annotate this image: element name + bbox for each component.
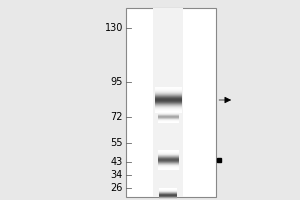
Bar (154, 107, 182, 108)
Bar (158, 151, 178, 152)
Text: 72: 72 (110, 112, 123, 122)
Bar (154, 108, 182, 109)
Bar (154, 101, 182, 102)
Bar (154, 95, 182, 96)
Text: 34: 34 (111, 170, 123, 180)
Bar (154, 106, 182, 107)
Bar (126, 8, 216, 197)
Bar (158, 163, 178, 164)
Bar (154, 89, 182, 90)
Bar (154, 100, 182, 101)
Bar (154, 105, 182, 106)
Bar (154, 90, 182, 91)
Text: 43: 43 (111, 157, 123, 167)
Bar (154, 91, 182, 92)
Bar (158, 162, 178, 163)
Bar (154, 103, 182, 104)
Bar (154, 94, 182, 95)
Text: 26: 26 (111, 183, 123, 193)
Bar (154, 88, 182, 89)
Bar (154, 97, 182, 98)
Bar (154, 87, 182, 88)
Bar (158, 155, 178, 156)
Text: CEM: CEM (155, 0, 181, 3)
Bar (158, 157, 178, 158)
Text: 95: 95 (111, 77, 123, 87)
Bar (154, 99, 182, 100)
Bar (158, 167, 178, 168)
Bar (154, 111, 182, 112)
Bar (154, 104, 182, 105)
Bar (158, 160, 178, 161)
Bar (158, 164, 178, 165)
Bar (154, 98, 182, 99)
Bar (158, 165, 178, 166)
Bar (154, 109, 182, 110)
Bar (158, 156, 178, 157)
Bar (158, 159, 178, 160)
Bar (158, 158, 178, 159)
Bar (158, 153, 178, 154)
Bar (158, 150, 178, 151)
Bar (154, 110, 182, 111)
Bar (154, 93, 182, 94)
Bar (154, 96, 182, 97)
Bar (158, 169, 178, 170)
Bar (154, 92, 182, 93)
Bar (158, 161, 178, 162)
Text: 130: 130 (105, 23, 123, 33)
Bar (158, 168, 178, 169)
Bar (153, 8, 183, 197)
Bar (158, 152, 178, 153)
Text: 55: 55 (110, 138, 123, 148)
Bar (154, 112, 182, 113)
Bar (158, 154, 178, 155)
Bar (158, 166, 178, 167)
Bar (154, 102, 182, 103)
